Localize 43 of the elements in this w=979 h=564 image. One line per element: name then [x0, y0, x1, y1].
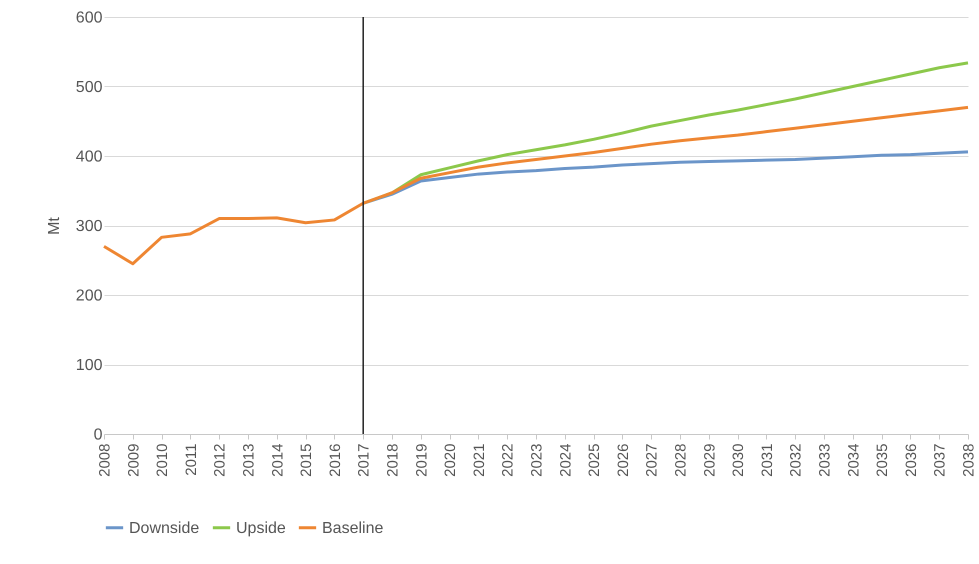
x-tick-label: 2035: [874, 444, 892, 477]
x-tick-label: 2014: [269, 444, 286, 477]
y-tick-label: 400: [76, 148, 103, 166]
x-tick-label: 2027: [644, 444, 661, 477]
x-tick-label: 2015: [298, 444, 316, 477]
x-tick-label: 2038: [960, 444, 978, 477]
x-tick-label: 2013: [240, 444, 258, 477]
x-tick-label: 2028: [672, 444, 690, 477]
x-tick-label: 2025: [586, 444, 604, 477]
y-tick-label: 500: [76, 79, 103, 96]
x-tick-label: 2030: [730, 444, 748, 477]
y-tick-label: 200: [76, 288, 103, 304]
legend-label: Baseline: [322, 520, 384, 537]
y-tick-label: 100: [76, 357, 103, 374]
x-tick-label: 2008: [96, 444, 114, 477]
legend-label: Upside: [236, 520, 286, 537]
y-tick-label: 600: [76, 10, 103, 26]
x-tick-label: 2018: [384, 444, 402, 477]
x-tick-label: 2011: [182, 444, 200, 476]
y-tick-label: 300: [76, 218, 103, 235]
x-tick-label: 2020: [442, 444, 460, 477]
x-tick-label: 2034: [845, 444, 862, 477]
x-tick-label: 2023: [528, 444, 546, 477]
x-tick-label: 2033: [816, 444, 834, 477]
x-tick-label: 2032: [788, 444, 805, 477]
x-tick-label: 2037: [932, 444, 949, 477]
x-tick-label: 2017: [356, 444, 373, 477]
x-tick-label: 2016: [326, 444, 344, 477]
x-tick-label: 2009: [125, 444, 142, 477]
x-tick-label: 2012: [212, 444, 229, 477]
x-tick-label: 2022: [500, 444, 517, 477]
x-tick-label: 2031: [758, 444, 776, 477]
x-tick-label: 2021: [470, 444, 488, 477]
x-tick-label: 2024: [557, 444, 574, 477]
y-axis-title: Mt: [46, 216, 63, 235]
x-tick-label: 2029: [701, 444, 718, 477]
x-tick-label: 2026: [614, 444, 632, 477]
x-tick-label: 2036: [902, 444, 920, 477]
x-tick-label: 2010: [154, 444, 172, 477]
y-tick-label: 0: [94, 426, 103, 444]
line-series: [102, 106, 970, 266]
x-tick-label: 2019: [413, 444, 430, 477]
legend-label: Downside: [129, 520, 200, 537]
